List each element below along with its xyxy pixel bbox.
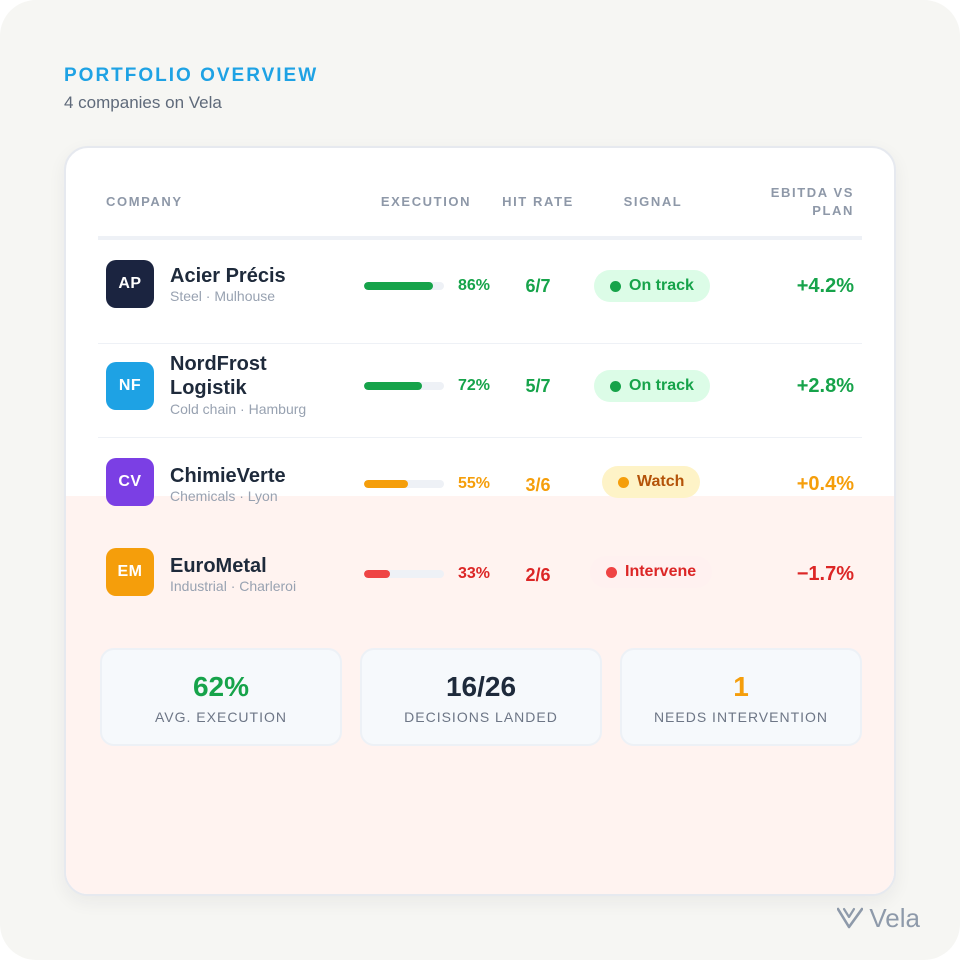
company-meta: Cold chain · Hamburg (170, 401, 307, 417)
execution-bar-fill (364, 382, 422, 390)
execution-percent: 33% (457, 565, 490, 582)
signal-badge: Intervene (590, 556, 713, 588)
signal-label: Watch (637, 473, 685, 490)
signal-label: Intervene (625, 563, 697, 580)
execution-bar (364, 570, 444, 578)
column-header-execution: EXECUTION (380, 194, 472, 209)
stat-value: 16/26 (445, 671, 517, 702)
company-logo: AP (106, 260, 154, 308)
page-subtitle: 4 companies on Vela (64, 93, 222, 112)
execution-bar (364, 382, 444, 390)
stat-label: NEEDS INTERVENTION (653, 709, 829, 725)
company-meta: Industrial · Charleroi (170, 578, 297, 594)
stat-card-needs-intervention: 1 NEEDS INTERVENTION (620, 648, 862, 746)
stat-card-decisions-landed: 16/26 DECISIONS LANDED (360, 648, 602, 746)
hit-rate: 2/6 (525, 565, 551, 585)
column-header-hit-rate: HIT RATE (502, 194, 574, 209)
execution-percent: 55% (457, 475, 490, 492)
brand-mark: Vela (837, 902, 920, 934)
hit-rate: 5/7 (525, 376, 551, 396)
ebitda-vs-plan: +4.2% (796, 275, 854, 297)
company-logo: NF (106, 362, 154, 410)
ebitda-vs-plan: +2.8% (796, 375, 854, 397)
stat-label: AVG. EXECUTION (155, 709, 287, 725)
status-dot-icon (618, 476, 629, 488)
ebitda-vs-plan: −1.7% (796, 563, 854, 585)
hit-rate: 6/7 (525, 276, 551, 296)
signal-badge: On track (594, 370, 710, 402)
status-dot-icon (610, 380, 621, 392)
company-name: EuroMetal (170, 555, 267, 577)
status-dot-icon (606, 566, 617, 578)
table-header: COMPANY EXECUTION HIT RATE SIGNAL EBITDA… (98, 168, 862, 240)
brand-name: Vela (869, 903, 920, 933)
execution-bar (364, 282, 444, 290)
stat-label: DECISIONS LANDED (404, 709, 558, 725)
stat-value: 62% (192, 671, 250, 702)
company-meta: Chemicals · Lyon (170, 488, 278, 504)
signal-label: On track (629, 277, 694, 294)
status-dot-icon (610, 280, 621, 292)
column-header-ebitda: EBITDA VS PLAN (770, 185, 854, 218)
column-header-company: COMPANY (106, 194, 183, 209)
company-name: Acier Précis (170, 265, 286, 287)
signal-badge: On track (594, 270, 710, 302)
company-logo: CV (106, 458, 154, 506)
table-row[interactable]: NF NordFrost Logistik Cold chain · Hambu… (98, 330, 862, 438)
table-row[interactable]: AP Acier Précis Steel · Mulhouse 86% 6/7… (98, 244, 862, 344)
company-name: ChimieVerte (170, 465, 286, 487)
hit-rate: 3/6 (525, 475, 551, 495)
signal-badge: Watch (602, 466, 701, 498)
table-row[interactable]: CV ChimieVerte Chemicals · Lyon 55% 3/6 … (98, 438, 862, 538)
page-title: PORTFOLIO OVERVIEW (64, 65, 319, 86)
column-header-signal: SIGNAL (623, 194, 683, 209)
execution-bar-fill (364, 570, 391, 578)
page-header: PORTFOLIO OVERVIEW 4 companies on Vela (64, 64, 318, 114)
execution-bar (364, 480, 444, 488)
company-logo: EM (106, 548, 154, 596)
execution-percent: 86% (457, 277, 490, 294)
table-row[interactable]: EM EuroMetal Industrial · Charleroi 33% … (98, 528, 862, 628)
execution-percent: 72% (457, 377, 490, 394)
company-meta: Steel · Mulhouse (170, 288, 276, 304)
execution-bar-fill (364, 282, 433, 290)
company-name: NordFrost Logistik (170, 353, 267, 399)
signal-label: On track (629, 377, 694, 394)
stat-value: 1 (733, 671, 749, 702)
execution-bar-fill (364, 480, 408, 488)
stat-card-avg-execution: 62% AVG. EXECUTION (100, 648, 342, 746)
vela-logo-icon (837, 907, 864, 929)
portfolio-card: COMPANY EXECUTION HIT RATE SIGNAL EBITDA… (64, 146, 896, 896)
ebitda-vs-plan: +0.4% (796, 473, 854, 495)
